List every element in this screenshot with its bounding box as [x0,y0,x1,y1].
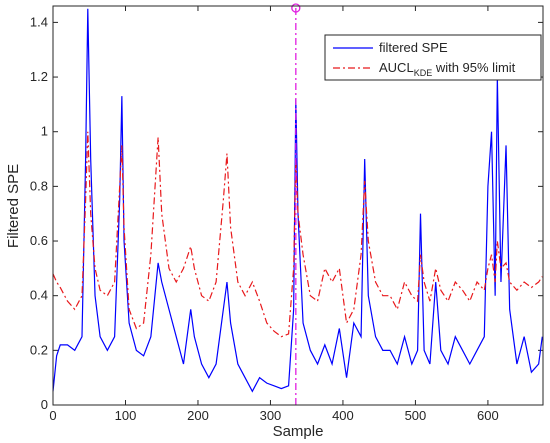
y-axis-label: Filtered SPE [5,164,22,248]
legend-name: filtered SPE [379,40,448,55]
x-tick-label: 500 [405,408,427,423]
legend-label: AUCLKDE with 95% limit [379,60,516,78]
legend-box [324,34,542,81]
x-tick-label: 400 [332,408,354,423]
x-tick-label: 600 [477,408,499,423]
y-tick-label: 1.4 [30,14,48,29]
y-tick-label: 0.2 [30,342,48,357]
legend-label: filtered SPE [379,40,448,55]
series-line [52,131,543,338]
y-tick-label: 0.4 [30,288,48,303]
y-tick-label: 1.2 [30,69,48,84]
y-tick-label: 0.6 [30,233,48,248]
x-axis-label: Sample [273,423,324,440]
y-tick-label: 0.8 [30,178,48,193]
x-tick-label: 200 [187,408,209,423]
legend-name-rest: with 95% limit [432,60,515,75]
y-tick-label: 0 [41,397,48,412]
x-tick-label: 0 [49,408,56,423]
x-tick-label: 100 [115,408,137,423]
marker-circle [291,3,301,13]
legend-name: AUCL [379,60,414,75]
y-tick-label: 1 [41,124,48,139]
x-tick-label: 300 [260,408,282,423]
legend-subscript: KDE [414,68,433,78]
plot-frame [52,5,544,406]
